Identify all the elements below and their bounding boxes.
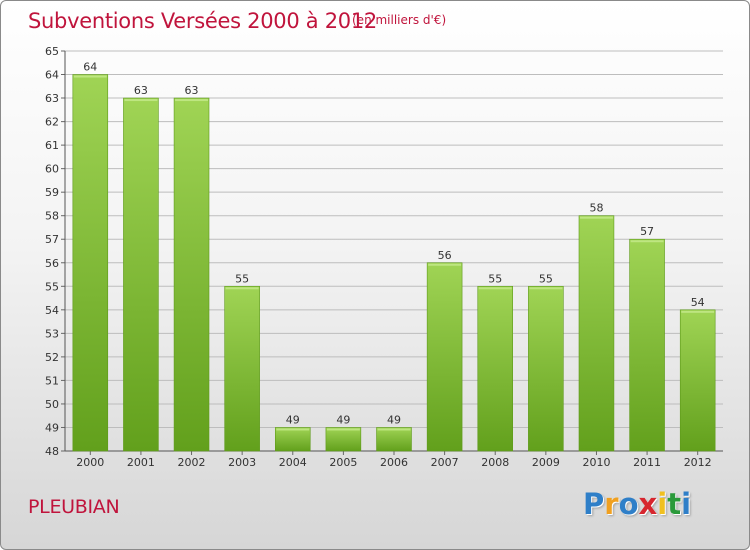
bar-highlight: [579, 216, 613, 219]
bar-highlight: [225, 287, 259, 290]
axes: [61, 50, 723, 455]
bar-highlight: [276, 428, 310, 431]
bar-2005: [325, 427, 362, 452]
bar-2010: [578, 215, 615, 452]
proxiti-logo: Proxiti: [583, 487, 691, 521]
logo-letter: o: [618, 487, 639, 521]
bar-2011: [629, 238, 665, 452]
y-tick-label: 55: [45, 280, 59, 293]
data-label-2010: 58: [589, 202, 603, 215]
x-tick-label-2007: 2007: [431, 456, 459, 469]
data-label-2006: 49: [387, 413, 401, 426]
y-tick-label: 62: [45, 116, 59, 129]
bar-2001: [123, 97, 159, 452]
y-tick-label: 53: [45, 327, 59, 340]
x-tick-label-2005: 2005: [329, 456, 357, 469]
bar-highlight: [124, 99, 158, 102]
bar-highlight: [428, 263, 462, 266]
data-label-2004: 49: [286, 413, 300, 426]
x-tick-label-2004: 2004: [279, 456, 307, 469]
y-tick-label: 50: [45, 398, 59, 411]
grid-lines: [65, 50, 723, 452]
logo-letter: t: [667, 487, 682, 521]
data-label-2007: 56: [438, 249, 452, 262]
x-tick-label-2010: 2010: [582, 456, 610, 469]
bar-2008: [477, 285, 513, 452]
data-label-2001: 63: [134, 84, 148, 97]
commune-name: PLEUBIAN: [28, 496, 120, 518]
x-tick-label-2006: 2006: [380, 456, 408, 469]
y-tick-label: 54: [45, 304, 59, 317]
y-tick-label: 51: [45, 374, 59, 387]
y-tick-label: 52: [45, 351, 59, 364]
y-tick-label: 59: [45, 186, 59, 199]
x-tick-label-2011: 2011: [633, 456, 661, 469]
bar-highlight: [175, 99, 209, 102]
data-label-2011: 57: [640, 225, 654, 238]
y-tick-label: 61: [45, 139, 59, 152]
data-label-2002: 63: [185, 84, 199, 97]
bar-highlight: [326, 428, 360, 431]
x-tick-label-2012: 2012: [684, 456, 712, 469]
bar-2000: [72, 74, 109, 452]
data-label-2000: 64: [83, 61, 97, 74]
x-tick-label-2002: 2002: [178, 456, 206, 469]
bar-2002: [173, 97, 210, 452]
data-label-2008: 55: [488, 272, 502, 285]
bar-highlight: [377, 428, 411, 431]
y-tick-label: 64: [45, 69, 59, 82]
bar-2006: [376, 427, 412, 452]
logo-letter: x: [638, 487, 658, 521]
y-tick-label: 65: [45, 45, 59, 58]
bar-2003: [224, 285, 260, 452]
bar-2004: [275, 427, 311, 452]
logo-letter: i: [681, 487, 692, 521]
bar-2012: [679, 309, 716, 452]
y-tick-label: 58: [45, 210, 59, 223]
y-tick-label: 56: [45, 257, 59, 270]
bar-highlight: [630, 240, 664, 243]
bar-highlight: [529, 287, 563, 290]
chart-subtitle: (en milliers d'€): [352, 13, 447, 27]
x-tick-label-2001: 2001: [127, 456, 155, 469]
chart-title: Subventions Versées 2000 à 2012: [28, 9, 377, 33]
labels: 48 49 50 51 52 53 54 55 56 57 58 59 60 61 62 63 64 65 64 20…: [45, 45, 712, 469]
bar-highlight: [478, 287, 512, 290]
data-label-2009: 55: [539, 272, 553, 285]
bars: [72, 74, 716, 452]
y-tick-label: 60: [45, 163, 59, 176]
data-label-2012: 54: [691, 296, 705, 309]
y-tick-label: 48: [45, 445, 59, 458]
y-tick-label: 57: [45, 233, 59, 246]
bar-2009: [528, 285, 564, 452]
bar-2007: [426, 262, 463, 452]
y-tick-label: 63: [45, 92, 59, 105]
logo-letter: P: [583, 487, 605, 521]
data-label-2005: 49: [336, 413, 350, 426]
y-tick-label: 49: [45, 421, 59, 434]
logo-letter: r: [604, 487, 619, 521]
bar-highlight: [681, 310, 715, 313]
x-tick-label-2008: 2008: [481, 456, 509, 469]
data-label-2003: 55: [235, 272, 249, 285]
x-tick-label-2003: 2003: [228, 456, 256, 469]
x-tick-label-2000: 2000: [76, 456, 104, 469]
bar-highlight: [73, 75, 107, 78]
x-tick-label-2009: 2009: [532, 456, 560, 469]
logo-letter: i: [657, 487, 668, 521]
